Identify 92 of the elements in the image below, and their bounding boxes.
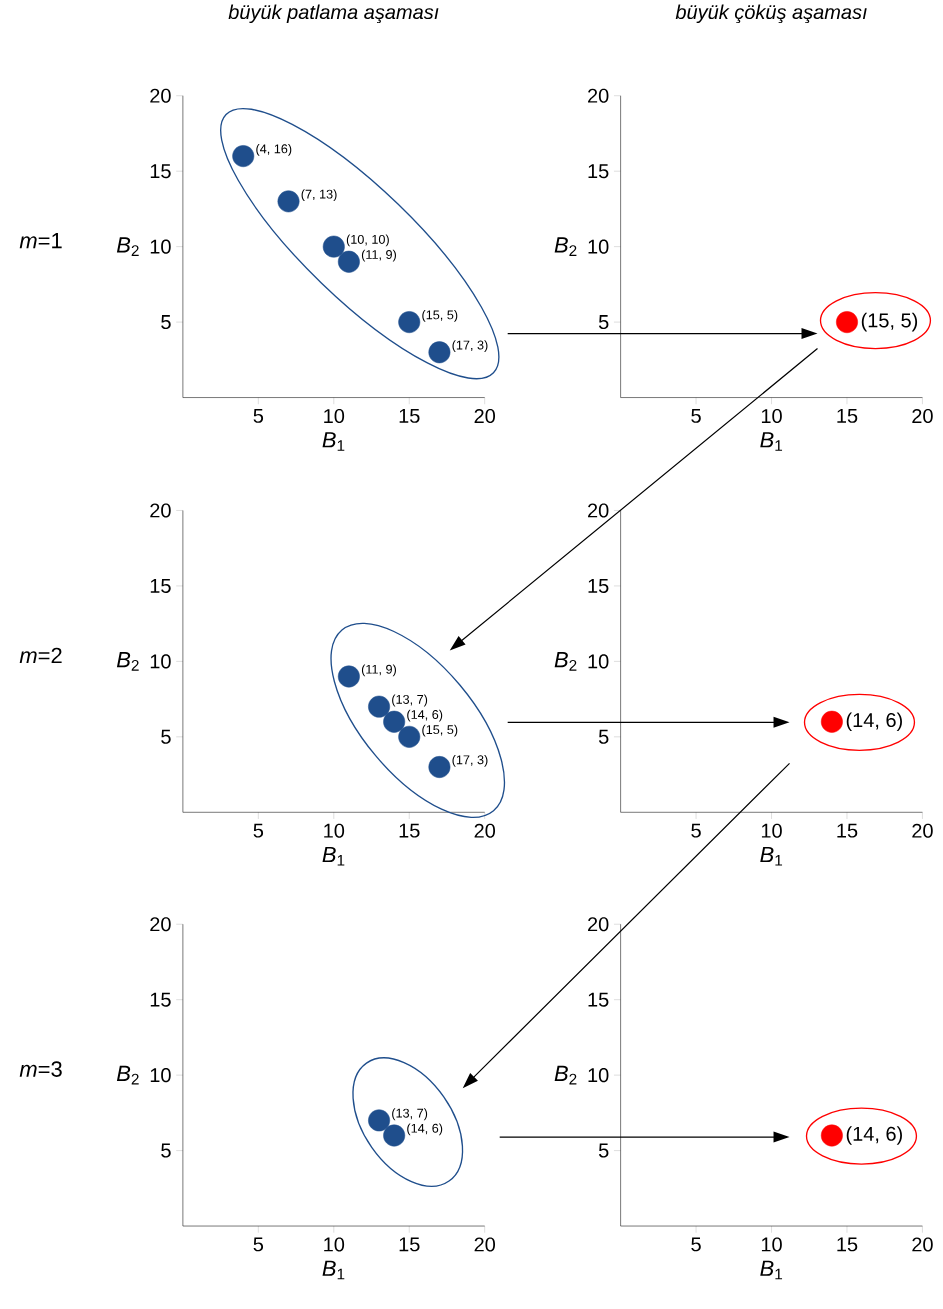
data-label: (15, 5) <box>861 312 917 332</box>
y-tick-label: 20 <box>587 503 609 518</box>
y-tick-label: 20 <box>150 917 171 932</box>
data-label: (13, 7) <box>391 694 427 707</box>
y-tick-label: 15 <box>150 992 171 1007</box>
x-tick-label: 10 <box>761 823 782 838</box>
point <box>232 145 254 168</box>
x-tick-label: 15 <box>399 823 420 838</box>
y-tick-label: 20 <box>150 503 171 518</box>
y-tick-label: 15 <box>588 992 609 1007</box>
x-tick-label: 10 <box>761 1237 782 1252</box>
x-tick-label: 5 <box>253 1237 263 1252</box>
y-tick-label: 10 <box>150 654 171 669</box>
x-axis-title: B$_{1}$ <box>760 432 782 451</box>
point <box>322 235 345 258</box>
x-axis-title: B$_{1}$ <box>322 846 345 866</box>
y-tick-label: 20 <box>587 917 609 932</box>
x-tick-label: 10 <box>324 1237 344 1252</box>
point <box>383 710 405 733</box>
x-tick-label: 15 <box>837 1237 858 1252</box>
x-tick-label: 15 <box>837 408 858 423</box>
point <box>398 311 420 334</box>
point <box>428 341 451 364</box>
x-tick-label: 10 <box>324 408 344 424</box>
x-axis-title: B$_{1}$ <box>322 432 345 451</box>
y-tick-label: 5 <box>598 729 609 744</box>
data-label: (11, 9) <box>361 249 396 262</box>
data-label: (17, 3) <box>452 754 488 767</box>
data-label: (14, 6) <box>846 712 902 732</box>
x-tick-label: 5 <box>253 408 263 423</box>
point <box>337 665 360 688</box>
y-axis-title: B$_{2}$ <box>116 237 139 256</box>
data-label: (4, 16) <box>256 144 292 156</box>
y-tick-label: 5 <box>598 1143 609 1158</box>
x-tick-label: 20 <box>474 1237 495 1252</box>
data-label: (14, 6) <box>407 709 442 722</box>
x-axis-title: B$_{1}$ <box>760 846 782 866</box>
x-axis-title: B$_{1}$ <box>322 1260 345 1280</box>
data-label: (15, 5) <box>422 724 458 737</box>
y-tick-label: 5 <box>160 729 171 744</box>
y-tick-label: 15 <box>150 578 171 593</box>
data-label: (10, 10) <box>346 234 389 247</box>
text: m=1 <box>19 233 62 249</box>
x-axis-title: B$_{1}$ <box>760 1260 782 1280</box>
x-tick-label: 5 <box>691 408 701 423</box>
y-axis-title: B$_{2}$ <box>116 652 139 671</box>
x-tick-label: 20 <box>912 823 933 838</box>
y-tick-label: 10 <box>588 239 609 254</box>
y-tick-label: 20 <box>587 88 609 103</box>
x-tick-label: 5 <box>253 823 263 838</box>
x-tick-label: 15 <box>399 408 420 423</box>
y-tick-label: 10 <box>150 1068 171 1083</box>
y-tick-label: 5 <box>598 315 609 330</box>
data-label: (13, 7) <box>391 1108 427 1121</box>
data-label: (17, 3) <box>452 340 488 352</box>
data-label: (15, 5) <box>422 310 458 322</box>
x-tick-label: 15 <box>837 823 858 838</box>
y-tick-label: 20 <box>150 88 171 103</box>
y-tick-label: 5 <box>160 315 171 330</box>
x-tick-label: 5 <box>691 1237 701 1252</box>
y-axis-title: B$_{2}$ <box>116 1065 139 1085</box>
data-label: (11, 9) <box>361 664 396 677</box>
point <box>367 695 390 718</box>
y-axis-title: B$_{2}$ <box>554 237 577 256</box>
y-axis-title: B$_{2}$ <box>554 652 577 671</box>
x-tick-label: 5 <box>691 823 701 838</box>
y-tick-label: 15 <box>588 578 609 593</box>
y-axis-title: B$_{2}$ <box>554 1065 577 1085</box>
text: m=2 <box>19 647 62 664</box>
data-label: (7, 13) <box>301 189 337 202</box>
x-tick-label: 15 <box>399 1237 420 1252</box>
y-tick-label: 10 <box>588 654 609 669</box>
x-tick-label: 20 <box>912 408 933 424</box>
y-tick-label: 15 <box>150 164 171 179</box>
x-tick-label: 20 <box>474 823 495 838</box>
data-label: (14, 6) <box>846 1126 902 1145</box>
chart-title: büyük çöküş aşaması <box>675 4 867 24</box>
point <box>428 756 451 778</box>
point <box>398 725 420 748</box>
x-tick-label: 20 <box>474 408 495 424</box>
x-tick-label: 20 <box>912 1237 933 1252</box>
x-tick-label: 10 <box>324 823 344 838</box>
point <box>337 250 360 273</box>
y-tick-label: 5 <box>160 1143 171 1158</box>
chart-title: büyük patlama aşaması <box>228 4 439 24</box>
x-tick-label: 10 <box>761 408 782 424</box>
point <box>277 190 300 213</box>
text: m=3 <box>19 1061 62 1077</box>
y-tick-label: 10 <box>150 239 171 254</box>
data-label: (14, 6) <box>407 1123 442 1136</box>
y-tick-label: 10 <box>588 1068 609 1083</box>
y-tick-label: 15 <box>588 164 609 179</box>
